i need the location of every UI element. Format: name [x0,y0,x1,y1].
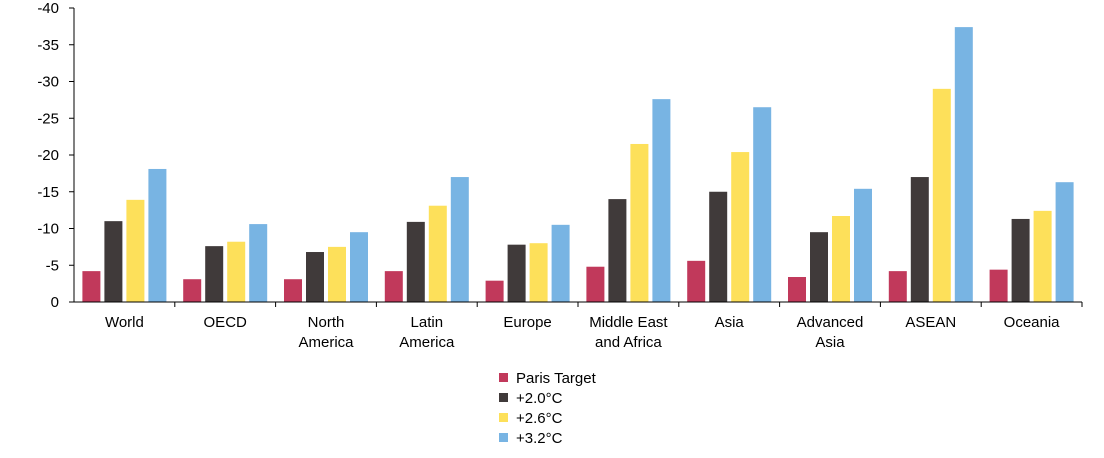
bar--2-0-c [104,221,123,302]
x-tick-label: Middle East [589,314,668,331]
bar--2-6-c [1033,210,1052,302]
bars [82,27,1074,303]
bar--3-2-c [148,168,167,302]
x-tick-label: OECD [204,314,248,331]
bar--2-0-c [709,191,728,302]
legend-swatch [499,373,508,382]
bar-paris-target [788,277,806,302]
y-tick-label: -35 [37,37,59,54]
bar--3-2-c [954,27,973,303]
bar--3-2-c [854,188,872,302]
bar--2-0-c [507,244,526,302]
legend-swatch [499,393,508,402]
bar--3-2-c [1055,182,1074,302]
bar-paris-target [284,279,302,302]
y-tick-label: 0 [51,294,59,311]
bar-paris-target [888,271,907,302]
bar--2-0-c [608,199,627,302]
bar--2-6-c [126,199,145,302]
legend-swatch [499,433,508,442]
bar-paris-target [384,271,403,302]
y-tick-label: -15 [37,184,59,201]
x-tick-label: Asia [715,314,745,331]
y-tick-label: -20 [37,147,59,164]
x-tick-label: North [308,314,345,331]
bar--2-6-c [731,152,750,302]
x-tick-label: and Africa [595,334,662,351]
y-tick-label: -40 [37,0,59,17]
bar-paris-target [687,260,706,302]
bar--2-0-c [205,246,224,302]
bar--2-0-c [306,252,324,302]
bar--2-6-c [428,205,447,302]
legend: Paris Target +2.0°C +2.6°C +3.2°C [499,370,597,447]
bar--3-2-c [652,99,671,302]
bar--2-0-c [910,177,929,302]
legend-label: +2.0°C [516,390,563,407]
x-tick-label: Oceania [1004,314,1061,331]
x-tick-label: World [105,314,144,331]
y-tick-label: -25 [37,110,59,127]
axes: World OECD North America Latin America Europe M… [37,0,1083,351]
legend-swatch [499,413,508,422]
x-tick-label: Latin [411,314,444,331]
x-tick-label: America [298,334,354,351]
y-tick-label: -10 [37,221,59,238]
x-tick-label: ASEAN [905,314,956,331]
bar--3-2-c [350,232,368,302]
y-tick-label: -30 [37,74,59,91]
bar-paris-target [485,280,504,302]
bar--2-0-c [1011,218,1030,302]
legend-label: +2.6°C [516,410,563,427]
x-tick-label: Advanced [797,314,864,331]
x-tick-label: Europe [503,314,551,331]
bar--2-6-c [328,246,346,302]
bar-paris-target [82,271,101,302]
bar-paris-target [989,269,1008,302]
bar--3-2-c [450,177,469,302]
bar--3-2-c [249,224,268,302]
bar--2-0-c [810,232,828,302]
bar--2-6-c [529,243,548,302]
x-tick-label: Asia [815,334,845,351]
legend-label: +3.2°C [516,430,563,447]
bar-paris-target [183,279,202,302]
bar--3-2-c [753,107,772,302]
bar--2-6-c [227,241,246,302]
y-tick-label: -5 [46,257,59,274]
bar--3-2-c [551,224,570,302]
x-tick-label: America [399,334,455,351]
bar--2-6-c [630,143,649,302]
bar-paris-target [586,266,605,302]
bar--2-6-c [832,216,850,302]
bar--2-0-c [406,221,425,302]
legend-label: Paris Target [516,370,597,387]
bar--2-6-c [932,88,951,302]
